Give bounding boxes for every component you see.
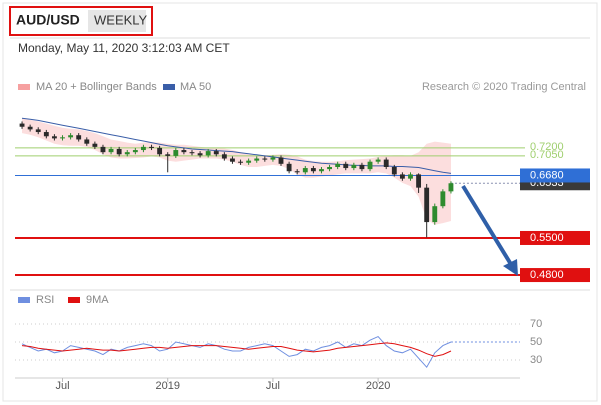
x-tick-label: 2020 bbox=[366, 380, 390, 392]
x-tick-label: Jul bbox=[266, 380, 280, 392]
level-label: 0.7200 bbox=[530, 141, 564, 153]
legend-label: 9MA bbox=[86, 294, 109, 306]
candle-body bbox=[432, 206, 438, 223]
candle-body bbox=[43, 132, 49, 137]
candle-body bbox=[294, 171, 300, 173]
forecast-arrow bbox=[461, 184, 514, 268]
date: Monday, May 11, 2020 3:12:03 AM CET bbox=[18, 41, 230, 55]
candle-body bbox=[343, 163, 349, 169]
candle-body bbox=[19, 123, 25, 127]
candle-body bbox=[448, 183, 454, 192]
candle-body bbox=[351, 164, 357, 169]
candle-body bbox=[149, 146, 154, 148]
candle-body bbox=[116, 148, 122, 155]
candle-body bbox=[68, 135, 74, 138]
candle-body bbox=[367, 161, 373, 170]
timeframe[interactable]: WEEKLY bbox=[94, 12, 148, 27]
legend-label: MA 50 bbox=[180, 81, 211, 93]
candle-body bbox=[197, 153, 203, 156]
arrow-head bbox=[503, 259, 518, 276]
candle-body bbox=[92, 143, 98, 147]
candle-body bbox=[35, 129, 41, 133]
candle-body bbox=[302, 168, 308, 173]
legend-swatch bbox=[18, 84, 30, 90]
candle-body bbox=[27, 126, 33, 130]
candle-body bbox=[60, 137, 65, 139]
candle-body bbox=[141, 146, 146, 151]
legend-label: MA 20 + Bollinger Bands bbox=[36, 81, 157, 93]
candle-body bbox=[391, 166, 397, 175]
plot: Jul 2019 Jul 20200.72000.70500.65330.66800.… bbox=[15, 117, 590, 392]
candle-body bbox=[173, 150, 179, 156]
bollinger-band bbox=[22, 118, 451, 225]
candle-body bbox=[440, 191, 446, 207]
candle-body bbox=[76, 135, 82, 140]
rsi-line bbox=[21, 335, 452, 369]
candle-body bbox=[335, 163, 341, 167]
candle-body bbox=[270, 157, 276, 160]
level-label: 0.7050 bbox=[530, 149, 564, 161]
candle-body bbox=[124, 152, 130, 155]
legend-label: RSI bbox=[36, 294, 54, 306]
candle-body bbox=[238, 161, 243, 163]
candle-body bbox=[375, 159, 381, 162]
candle-body bbox=[319, 169, 324, 172]
level-label: 0.4800 bbox=[530, 269, 564, 281]
header-highlight bbox=[9, 6, 153, 36]
rsi-line bbox=[21, 342, 452, 357]
y-tick-label: 30 bbox=[530, 354, 542, 366]
candle-body bbox=[181, 150, 187, 153]
legend-swatch bbox=[163, 84, 175, 90]
candle-body bbox=[327, 166, 332, 170]
candle-body bbox=[100, 146, 106, 153]
legend-swatch bbox=[18, 297, 30, 303]
level-label: 0.6680 bbox=[530, 169, 564, 181]
candle-body bbox=[416, 174, 422, 188]
candle-body bbox=[286, 163, 292, 172]
candle-body bbox=[221, 154, 227, 159]
candle-body bbox=[213, 151, 219, 155]
overlay bbox=[461, 184, 518, 276]
candle-body bbox=[424, 187, 430, 223]
level-badge bbox=[520, 168, 590, 183]
candle-body bbox=[165, 154, 171, 156]
candle-body bbox=[408, 174, 413, 179]
candle-body bbox=[132, 150, 138, 153]
y-tick-label: 70 bbox=[530, 318, 542, 330]
level-badge bbox=[520, 268, 590, 283]
level-label: 0.5500 bbox=[530, 232, 564, 244]
candle-body bbox=[84, 139, 90, 144]
candle-body bbox=[383, 159, 389, 167]
candle-body bbox=[254, 158, 260, 161]
ma-line bbox=[21, 117, 452, 174]
candle-body bbox=[108, 148, 114, 153]
legend-swatch bbox=[68, 297, 80, 303]
candle-body bbox=[246, 160, 252, 163]
level-badge bbox=[520, 230, 590, 245]
y-tick-label: 50 bbox=[530, 336, 542, 348]
source: Research © 2020 Trading Central bbox=[422, 81, 586, 93]
candle-body bbox=[189, 152, 195, 154]
candle-body bbox=[399, 174, 405, 179]
candle-body bbox=[157, 147, 163, 155]
candle-body bbox=[262, 158, 268, 160]
frame bbox=[2, 2, 598, 402]
x-tick-label: Jul bbox=[55, 380, 69, 392]
timeframe-tab[interactable] bbox=[88, 10, 146, 32]
x-tick-label: 2019 bbox=[155, 380, 179, 392]
candle-body bbox=[230, 158, 235, 162]
candle-body bbox=[205, 151, 211, 156]
candle-body bbox=[278, 157, 284, 164]
candle-body bbox=[310, 168, 316, 172]
symbol: AUD/USD bbox=[16, 12, 80, 28]
candle-body bbox=[359, 164, 365, 170]
candle-body bbox=[51, 136, 57, 139]
